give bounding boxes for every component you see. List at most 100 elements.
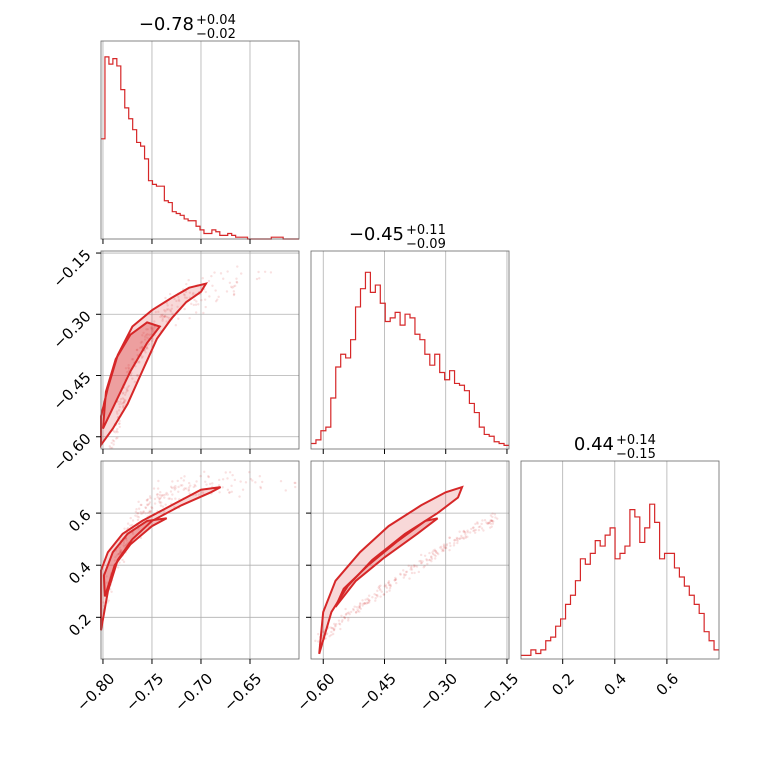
sample-point bbox=[126, 522, 130, 525]
sample-point bbox=[168, 497, 171, 500]
sample-point bbox=[358, 606, 361, 609]
sample-point bbox=[328, 635, 331, 638]
sample-point bbox=[183, 475, 186, 478]
sample-point bbox=[111, 439, 115, 442]
sample-point bbox=[119, 550, 122, 553]
sample-point bbox=[139, 346, 142, 350]
hist-panel-0: −0.78 +0.04−0.02 bbox=[100, 13, 300, 240]
sample-point bbox=[118, 422, 121, 425]
sample-point bbox=[433, 548, 436, 552]
sample-point bbox=[335, 622, 338, 626]
sample-point bbox=[419, 553, 423, 557]
sample-point bbox=[141, 512, 144, 515]
sample-point bbox=[473, 531, 477, 534]
sample-point bbox=[145, 499, 149, 502]
sample-point bbox=[269, 271, 273, 274]
sample-point bbox=[151, 337, 155, 341]
sample-point bbox=[442, 543, 446, 546]
sample-point bbox=[125, 389, 129, 392]
sample-point bbox=[421, 560, 424, 563]
sample-point bbox=[187, 481, 191, 485]
sample-point bbox=[361, 602, 365, 605]
sample-point bbox=[228, 491, 231, 494]
sample-point bbox=[353, 605, 356, 608]
hist-panel-1: −0.45 +0.11−0.09 bbox=[310, 223, 510, 450]
sample-point bbox=[205, 483, 208, 486]
sample-point bbox=[136, 518, 140, 522]
sample-point bbox=[174, 487, 177, 490]
sample-point bbox=[217, 295, 220, 299]
sample-point bbox=[440, 547, 443, 551]
sample-point bbox=[437, 552, 440, 556]
sample-point bbox=[427, 558, 431, 562]
contour-inner bbox=[102, 321, 162, 430]
sample-point bbox=[379, 584, 382, 587]
sample-point bbox=[348, 612, 351, 616]
sample-point bbox=[192, 485, 196, 489]
sample-point bbox=[358, 604, 361, 607]
sample-point bbox=[443, 547, 446, 550]
sample-point bbox=[460, 536, 463, 540]
sample-point bbox=[456, 539, 459, 543]
sample-point bbox=[330, 630, 333, 634]
sample-point bbox=[491, 512, 494, 515]
sample-point bbox=[379, 595, 382, 598]
sample-point bbox=[316, 632, 320, 636]
sample-point bbox=[228, 281, 232, 285]
title-lower-err-2: −0.15 bbox=[616, 447, 656, 462]
sample-point bbox=[146, 328, 150, 331]
sample-point bbox=[117, 422, 121, 425]
sample-point bbox=[122, 404, 125, 407]
sample-point bbox=[115, 437, 118, 440]
sample-point bbox=[146, 347, 149, 350]
sample-point bbox=[430, 557, 434, 560]
sample-point bbox=[334, 624, 337, 627]
sample-point bbox=[151, 326, 154, 330]
sample-point bbox=[224, 471, 227, 474]
sample-point bbox=[118, 552, 121, 556]
sample-point bbox=[367, 594, 371, 597]
sample-point bbox=[249, 477, 252, 481]
sample-point bbox=[430, 556, 433, 559]
sample-point bbox=[158, 493, 162, 497]
sample-point bbox=[329, 626, 333, 629]
sample-point bbox=[251, 479, 254, 482]
sample-point bbox=[183, 487, 186, 490]
sample-point bbox=[124, 391, 128, 394]
sample-point bbox=[374, 596, 377, 600]
sample-point bbox=[183, 293, 186, 297]
title-median-2: 0.44 bbox=[574, 434, 614, 455]
sample-point bbox=[365, 602, 368, 605]
sample-point bbox=[477, 528, 481, 532]
sample-point bbox=[367, 601, 371, 604]
sample-point bbox=[279, 479, 283, 483]
sample-point bbox=[115, 410, 119, 413]
sample-point bbox=[407, 564, 410, 568]
x-tick-label: −0.30 bbox=[416, 670, 461, 715]
sample-point bbox=[163, 315, 167, 318]
sample-point bbox=[387, 581, 390, 585]
sample-point bbox=[228, 471, 232, 474]
sample-point bbox=[179, 484, 183, 487]
sample-point bbox=[375, 594, 379, 597]
sample-point bbox=[144, 506, 147, 509]
sample-point bbox=[239, 480, 242, 483]
sample-point bbox=[464, 535, 467, 538]
sample-point bbox=[122, 400, 126, 404]
sample-point bbox=[121, 405, 125, 409]
sample-point bbox=[119, 551, 122, 554]
sample-point bbox=[442, 544, 446, 548]
sample-point bbox=[428, 558, 432, 562]
sample-point bbox=[180, 476, 183, 480]
sample-point bbox=[240, 272, 243, 275]
sample-point bbox=[131, 377, 134, 380]
title-median-0: −0.78 bbox=[139, 14, 194, 35]
sample-point bbox=[142, 331, 145, 335]
sample-point bbox=[494, 516, 497, 519]
sample-point bbox=[165, 301, 168, 305]
sample-point bbox=[402, 573, 406, 576]
sample-point bbox=[149, 510, 153, 513]
sample-point bbox=[233, 284, 237, 288]
sample-point bbox=[344, 613, 348, 616]
sample-point bbox=[173, 297, 176, 301]
